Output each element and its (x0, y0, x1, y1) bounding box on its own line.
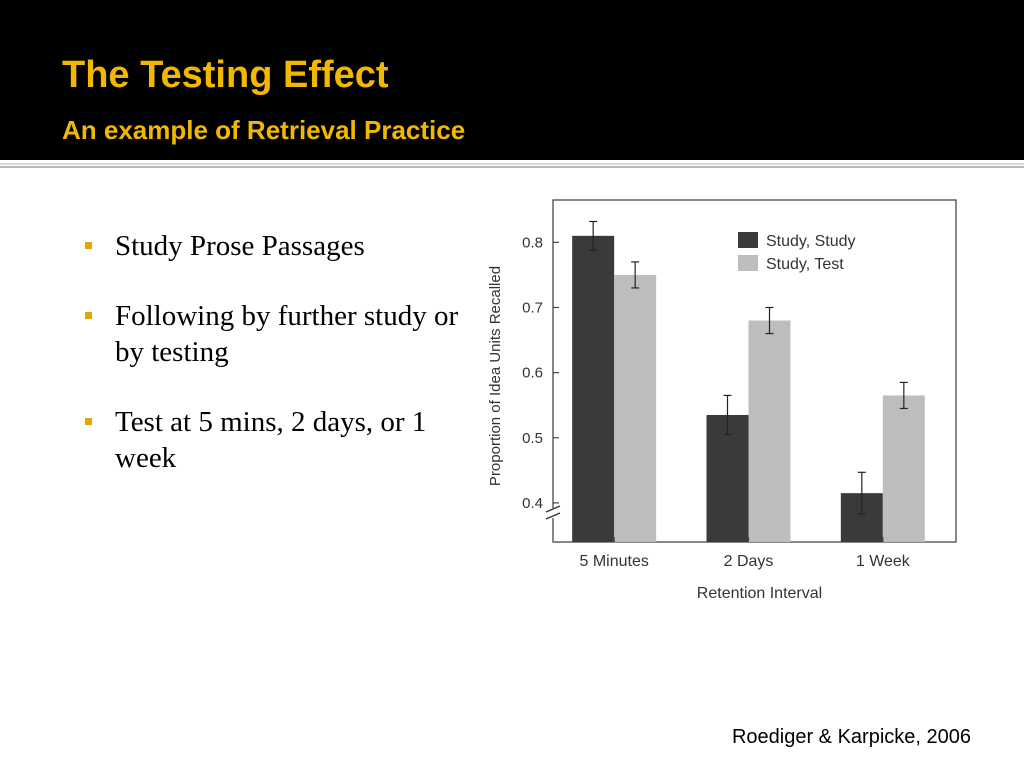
bar-chart: 0.4 0.5 0.6 0.7 0.8 Proportion of Idea Units … (487, 199, 957, 602)
bar-study-study (706, 414, 749, 542)
legend-label: Study, Test (766, 256, 844, 273)
legend-swatch (738, 255, 758, 271)
y-tick-label: 0.8 (522, 234, 543, 251)
citation: Roediger & Karpicke, 2006 (731, 726, 971, 748)
chart-container: 0.4 0.5 0.6 0.7 0.8 Proportion of Idea Units … (482, 192, 982, 612)
y-tick-label: 0.4 (522, 495, 543, 512)
bullet-text: Study Prose Passages (115, 230, 365, 262)
bar-study-test (748, 320, 791, 542)
x-tick-label: 1 Week (856, 553, 911, 570)
x-axis-label: Retention Interval (697, 585, 822, 602)
bullet-text: Following by further study or by testing (115, 300, 459, 368)
slide-title: The Testing Effect (62, 54, 389, 96)
x-tick-label: 2 Days (724, 553, 774, 570)
legend-swatch (738, 232, 758, 248)
slide-header: The Testing Effect An example of Retriev… (0, 0, 1024, 160)
y-tick-label: 0.7 (522, 299, 543, 316)
axis-break-gap (547, 508, 559, 518)
bar-study-test (614, 274, 657, 542)
bar-study-test (882, 395, 925, 542)
square-bullet-icon (85, 242, 92, 249)
header-divider-secondary (0, 166, 1024, 168)
bar-study-study (572, 235, 615, 543)
axis-break-mark (545, 512, 561, 520)
slide-subtitle: An example of Retrieval Practice (62, 115, 466, 145)
y-tick-label: 0.5 (522, 430, 543, 447)
header-divider (0, 163, 1024, 165)
bullet-list: Study Prose Passages Following by furthe… (80, 228, 470, 510)
bullet-text: Test at 5 mins, 2 days, or 1 week (115, 406, 427, 474)
axis-break-mark (545, 505, 561, 513)
square-bullet-icon (85, 418, 92, 425)
y-axis-label: Proportion of Idea Units Recalled (487, 266, 504, 486)
bullet-item: Study Prose Passages (80, 228, 470, 264)
square-bullet-icon (85, 312, 92, 319)
bullet-item: Following by further study or by testing (80, 298, 470, 370)
legend-label: Study, Study (766, 233, 856, 250)
y-tick-label: 0.6 (522, 365, 543, 382)
bullet-item: Test at 5 mins, 2 days, or 1 week (80, 404, 470, 476)
x-tick-label: 5 Minutes (579, 553, 648, 570)
